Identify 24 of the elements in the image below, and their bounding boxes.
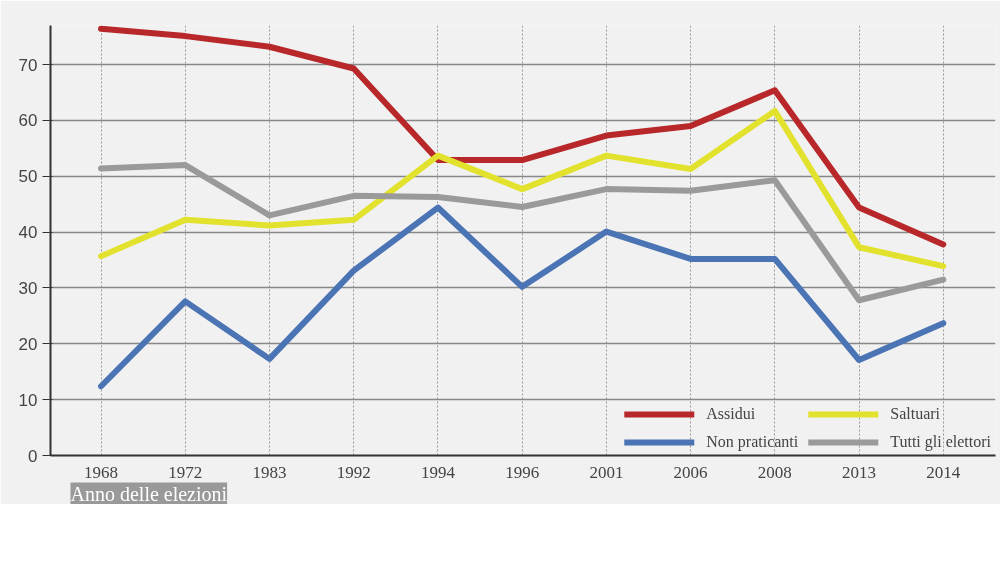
y-tick-label: 40 [18, 223, 38, 243]
x-tick-label: 2014 [926, 462, 961, 482]
y-tick-label: 30 [18, 278, 38, 298]
x-tick-label: 1972 [168, 462, 203, 482]
legend-label: Non praticanti [706, 433, 799, 451]
x-tick-label: 2006 [673, 462, 708, 482]
x-tick-label: 2001 [589, 462, 624, 482]
x-tick-label: 1968 [84, 462, 119, 482]
legend-label: Assidui [706, 405, 756, 423]
y-tick-label: 70 [18, 55, 38, 75]
y-tick-label: 0 [28, 446, 38, 466]
x-tick-label: 1996 [505, 462, 540, 482]
x-tick-label: 1983 [252, 462, 287, 482]
y-tick-label: 20 [18, 334, 38, 354]
y-tick-label: 60 [18, 111, 38, 131]
x-tick-label: 2013 [842, 462, 877, 482]
legend-label: Tutti gli elettori [890, 433, 991, 451]
x-tick-label: 2008 [757, 462, 792, 482]
x-tick-label: 1992 [336, 462, 371, 482]
x-tick-label: 1994 [420, 462, 456, 482]
y-tick-label: 10 [18, 390, 38, 410]
legend-label: Saltuari [890, 405, 941, 423]
y-tick-label: 50 [18, 167, 38, 187]
x-axis-title: Anno delle elezioni [70, 482, 228, 505]
